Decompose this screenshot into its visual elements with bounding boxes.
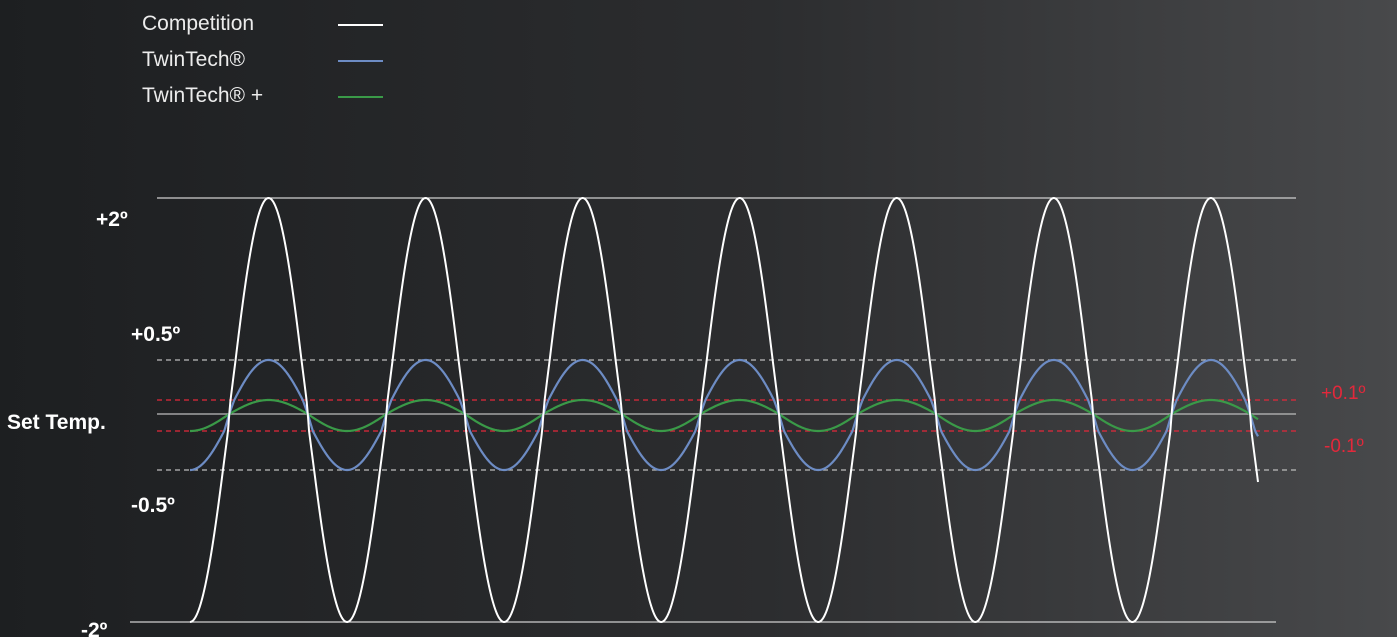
y-label-6: -2º <box>81 619 108 637</box>
series-line-2 <box>189 398 1259 433</box>
y-label-5: -0.5º <box>131 494 175 517</box>
legend-swatch-competition <box>338 24 383 26</box>
series-line-0 <box>189 197 1259 623</box>
legend-swatch-twintech <box>338 60 383 62</box>
y-label-4: -0.1º <box>1324 436 1364 457</box>
legend-swatch-twintech-plus <box>338 96 383 98</box>
series-line-1 <box>189 358 1259 472</box>
y-label-3: Set Temp. <box>7 411 106 434</box>
reference-lines <box>130 197 1296 623</box>
legend-label-twintech-plus: TwinTech® + <box>142 84 264 107</box>
series-layer <box>189 197 1259 623</box>
y-label-1: +0.5º <box>131 323 180 346</box>
y-labels: +2º +0.5º +0.1º Set Temp. -0.1º -0.5º -2º <box>7 208 1366 637</box>
y-label-2: +0.1º <box>1321 383 1366 404</box>
legend-label-twintech: TwinTech® <box>142 48 246 71</box>
legend-label-competition: Competition <box>142 12 255 35</box>
y-label-0: +2º <box>96 208 128 231</box>
